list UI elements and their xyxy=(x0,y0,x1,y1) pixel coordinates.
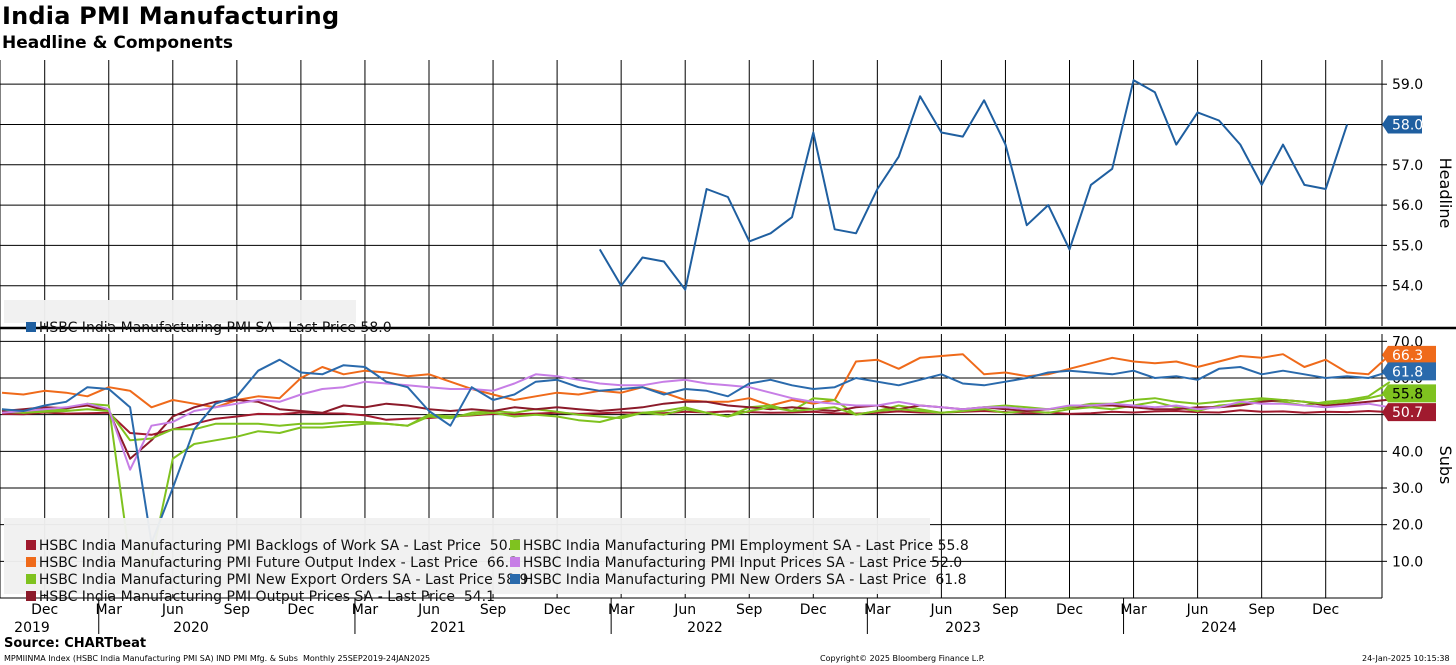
headline-last-value-label: 58.0 xyxy=(1392,117,1423,133)
x-tick-label: Dec xyxy=(1312,602,1339,618)
x-tick-label: Sep xyxy=(480,602,507,618)
subs-series-line-output_prices xyxy=(1,398,1390,460)
legend-item-future-output: HSBC India Manufacturing PMI Future Outp… xyxy=(8,538,518,571)
subs-last-value-box xyxy=(1382,403,1436,422)
year-label: 2024 xyxy=(1201,620,1237,636)
legend-label: HSBC India Manufacturing PMI New Export … xyxy=(38,572,529,588)
legend-item-backlogs: HSBC India Manufacturing PMI Backlogs of… xyxy=(8,521,521,554)
legend-label: HSBC India Manufacturing PMI New Orders … xyxy=(522,572,967,588)
subs-last-value-box xyxy=(1382,384,1436,403)
x-tick-label: Dec xyxy=(287,602,314,618)
headline-ytick-label: 56.0 xyxy=(1392,198,1423,214)
x-tick-label: Sep xyxy=(992,602,1019,618)
legend-item-output-prices: HSBC India Manufacturing PMI Output Pric… xyxy=(8,572,495,605)
x-tick-label: Mar xyxy=(1120,602,1147,618)
x-tick-label: Dec xyxy=(1056,602,1083,618)
legend-item-headline: HSBC India Manufacturing PMI SA - Last P… xyxy=(8,303,392,336)
legend-label: HSBC India Manufacturing PMI Input Price… xyxy=(522,555,963,571)
x-tick-label: Mar xyxy=(864,602,891,618)
subs-ytick-label: 30.0 xyxy=(1392,481,1423,497)
headline-legend: HSBC India Manufacturing PMI SA - Last P… xyxy=(4,300,392,336)
headline-ytick-label: 57.0 xyxy=(1392,158,1423,174)
subs-last-value-box xyxy=(1382,362,1436,381)
subs-ytick-label: 20.0 xyxy=(1392,518,1423,534)
subs-last-value-label: 61.8 xyxy=(1392,364,1423,380)
year-label: 2022 xyxy=(687,620,723,636)
legend-label: HSBC India Manufacturing PMI SA - Last P… xyxy=(38,320,392,336)
x-tick-label: Mar xyxy=(96,602,123,618)
x-tick-label: Sep xyxy=(1248,602,1275,618)
x-tick-label: Jun xyxy=(1186,602,1209,618)
headline-axis-title: Headline xyxy=(1436,158,1455,229)
x-tick-label: Jun xyxy=(161,602,184,618)
footer-center: Copyright© 2025 Bloomberg Finance L.P. xyxy=(820,654,985,663)
x-tick-label: Jun xyxy=(417,602,440,618)
year-label: 2023 xyxy=(945,620,981,636)
year-label: 2021 xyxy=(430,620,466,636)
headline-ytick-label: 59.0 xyxy=(1392,77,1423,93)
chart-subtitle: Headline & Components xyxy=(2,33,234,53)
source-note: Source: CHARTbeat xyxy=(4,636,147,651)
subs-series-line-input_prices xyxy=(1,373,1390,471)
subs-ytick-label: 40.0 xyxy=(1392,444,1423,460)
subs-series-line-employment xyxy=(1,392,1391,442)
legend-label: HSBC India Manufacturing PMI Future Outp… xyxy=(38,555,518,571)
legend-swatch xyxy=(509,557,520,567)
subs-axis-title: Subs xyxy=(1436,446,1455,485)
headline-series-line xyxy=(598,79,1349,291)
legend-swatch xyxy=(509,574,520,584)
subs-legend: HSBC India Manufacturing PMI Backlogs of… xyxy=(4,518,969,605)
legend-swatch xyxy=(25,540,36,550)
x-tick-label: Dec xyxy=(544,602,571,618)
legend-swatch xyxy=(25,574,36,584)
year-label: 2019 xyxy=(14,620,50,636)
subs-last-value-label: 55.8 xyxy=(1392,386,1423,402)
x-tick-label: Dec xyxy=(800,602,827,618)
subs-last-value-box xyxy=(1382,345,1436,364)
headline-ytick-label: 55.0 xyxy=(1392,238,1423,254)
subs-last-value-label: 66.3 xyxy=(1392,348,1423,364)
x-tick-label: Jun xyxy=(673,602,696,618)
legend-item-input-prices: HSBC India Manufacturing PMI Input Price… xyxy=(492,538,962,571)
legend-label: HSBC India Manufacturing PMI Output Pric… xyxy=(38,589,496,605)
legend-label: HSBC India Manufacturing PMI Employment … xyxy=(522,538,969,554)
x-tick-label: Mar xyxy=(608,602,635,618)
subs-ytick-label: 10.0 xyxy=(1392,554,1423,570)
footer-left: MPMIINMA Index (HSBC India Manufacturing… xyxy=(4,654,431,663)
year-label: 2020 xyxy=(173,620,209,636)
subs-series-line-backlogs xyxy=(1,409,1390,436)
subs-last-value-label: 50.7 xyxy=(1392,405,1423,421)
legend-swatch xyxy=(509,540,520,550)
x-tick-label: Mar xyxy=(352,602,379,618)
headline-ytick-label: 54.0 xyxy=(1392,279,1423,295)
legend-item-employment: HSBC India Manufacturing PMI Employment … xyxy=(492,521,969,554)
chart-title: India PMI Manufacturing xyxy=(2,2,340,30)
legend-swatch xyxy=(25,557,36,567)
legend-swatch xyxy=(25,591,36,601)
x-tick-label: Dec xyxy=(31,602,58,618)
subs-series-line-new_orders xyxy=(1,358,1391,544)
x-tick-label: Sep xyxy=(736,602,763,618)
headline-last-value-box xyxy=(1382,115,1422,134)
legend-item-new-orders: HSBC India Manufacturing PMI New Orders … xyxy=(492,555,967,588)
legend-swatch xyxy=(25,322,36,332)
x-tick-label: Sep xyxy=(224,602,251,618)
x-tick-label: Jun xyxy=(929,602,952,618)
footer-right: 24-Jan-2025 10:15:38 xyxy=(1362,654,1450,663)
legend-item-new-export: HSBC India Manufacturing PMI New Export … xyxy=(8,555,528,588)
